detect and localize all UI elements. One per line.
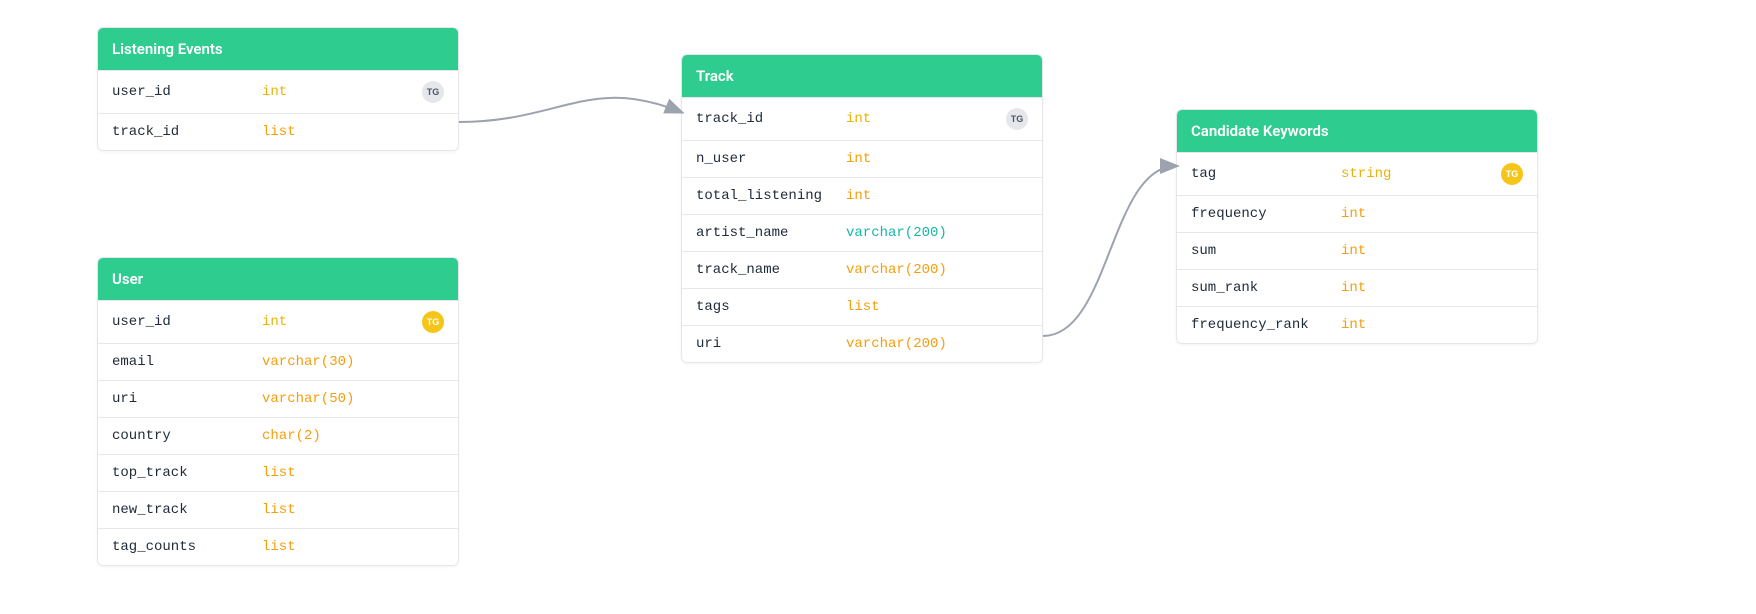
tg-badge: TG [1006,108,1028,130]
table-header: User [98,258,458,300]
column-name: country [112,428,262,444]
table-row: user_idintTG [98,300,458,343]
column-type: list [262,502,444,518]
column-type: int [1341,206,1523,222]
table-track: Tracktrack_idintTGn_userinttotal_listeni… [681,54,1043,363]
column-name: sum [1191,243,1341,259]
column-name: frequency_rank [1191,317,1341,333]
table-row: top_tracklist [98,454,458,491]
table-row: frequencyint [1177,195,1537,232]
table-row: artist_namevarchar(200) [682,214,1042,251]
column-type: list [846,299,1028,315]
column-type: char(2) [262,428,444,444]
table-header: Candidate Keywords [1177,110,1537,152]
column-type: int [1341,280,1523,296]
table-row: tagstringTG [1177,152,1537,195]
column-name: track_id [112,124,262,140]
column-type: int [1341,243,1523,259]
column-type: list [262,465,444,481]
table-row: tagslist [682,288,1042,325]
connector-arrow [1043,166,1176,336]
column-name: user_id [112,84,262,100]
column-name: track_id [696,111,846,127]
table-row: sumint [1177,232,1537,269]
table-row: sum_rankint [1177,269,1537,306]
table-header: Track [682,55,1042,97]
table-candidate_keywords: Candidate KeywordstagstringTGfrequencyin… [1176,109,1538,344]
column-type: string [1341,166,1501,182]
column-name: user_id [112,314,262,330]
table-row: emailvarchar(30) [98,343,458,380]
column-name: email [112,354,262,370]
column-type: list [262,124,444,140]
table-row: countrychar(2) [98,417,458,454]
table-row: urivarchar(200) [682,325,1042,362]
column-name: top_track [112,465,262,481]
column-name: uri [696,336,846,352]
table-row: new_tracklist [98,491,458,528]
tg-badge: TG [422,81,444,103]
table-row: n_userint [682,140,1042,177]
column-name: total_listening [696,188,846,204]
table-row: total_listeningint [682,177,1042,214]
column-type: int [262,314,422,330]
column-name: tag [1191,166,1341,182]
column-type: int [262,84,422,100]
column-type: varchar(200) [846,336,1028,352]
table-row: urivarchar(50) [98,380,458,417]
column-type: varchar(200) [846,262,1028,278]
column-name: tag_counts [112,539,262,555]
column-type: varchar(200) [846,225,1028,241]
table-row: track_idlist [98,113,458,150]
table-user: Useruser_idintTGemailvarchar(30)urivarch… [97,257,459,566]
column-type: int [1341,317,1523,333]
column-name: n_user [696,151,846,167]
column-type: varchar(50) [262,391,444,407]
column-name: tags [696,299,846,315]
column-type: int [846,111,1006,127]
column-type: int [846,151,1028,167]
column-type: varchar(30) [262,354,444,370]
table-row: frequency_rankint [1177,306,1537,343]
column-name: frequency [1191,206,1341,222]
table-listening_events: Listening Eventsuser_idintTGtrack_idlist [97,27,459,151]
column-type: int [846,188,1028,204]
connector-arrow [459,98,681,122]
table-row: user_idintTG [98,70,458,113]
table-row: track_idintTG [682,97,1042,140]
column-type: list [262,539,444,555]
tg-badge: TG [1501,163,1523,185]
column-name: new_track [112,502,262,518]
table-row: tag_countslist [98,528,458,565]
table-row: track_namevarchar(200) [682,251,1042,288]
column-name: track_name [696,262,846,278]
table-header: Listening Events [98,28,458,70]
column-name: artist_name [696,225,846,241]
tg-badge: TG [422,311,444,333]
column-name: uri [112,391,262,407]
column-name: sum_rank [1191,280,1341,296]
